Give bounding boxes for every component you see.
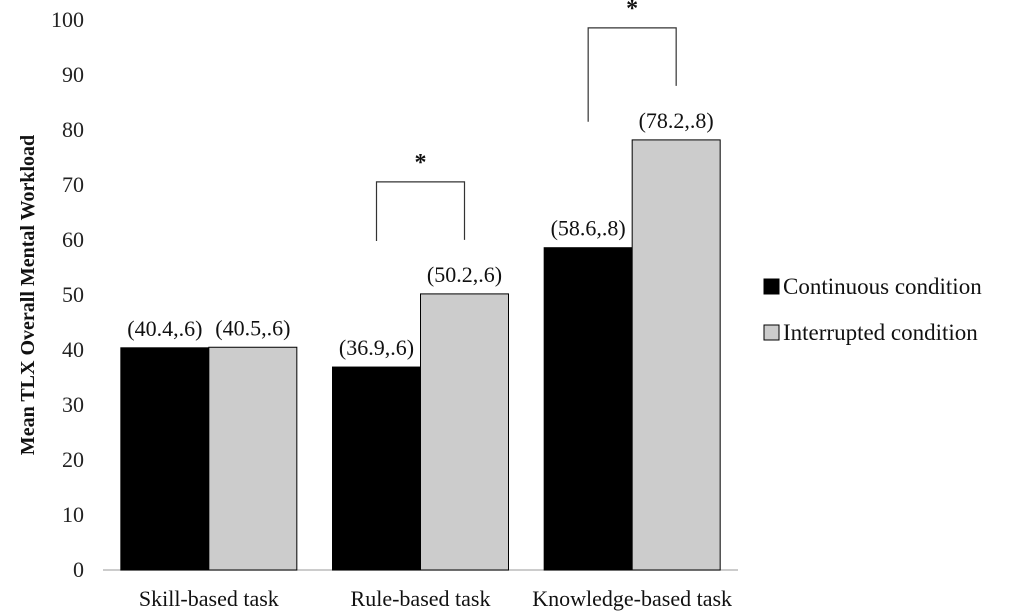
y-tick-label: 40	[62, 337, 84, 362]
bar-interrupted	[631, 139, 721, 571]
bar-continuous	[332, 366, 421, 571]
legend-swatch	[763, 324, 780, 341]
x-tick-label: Skill-based task	[139, 586, 279, 611]
legend-swatch	[763, 278, 780, 295]
data-label: (40.5,.6)	[215, 315, 290, 340]
significance-bracket	[375, 181, 466, 242]
y-tick-label: 100	[51, 7, 84, 32]
legend-label: Interrupted condition	[783, 320, 978, 345]
y-tick-label: 30	[62, 392, 84, 417]
y-tick-label: 0	[73, 557, 84, 582]
y-tick-label: 90	[62, 62, 84, 87]
data-label: (58.6,.8)	[551, 216, 626, 241]
data-label: (36.9,.6)	[339, 335, 414, 360]
significance-marker: *	[415, 150, 427, 176]
y-axis-title: Mean TLX Overall Mental Workload	[17, 135, 39, 455]
x-tick-label: Rule-based task	[351, 586, 491, 611]
data-label: (50.2,.6)	[427, 262, 502, 287]
bar-continuous	[543, 247, 633, 571]
y-tick-label: 10	[62, 502, 84, 527]
y-tick-label: 60	[62, 227, 84, 252]
y-tick-label: 50	[62, 282, 84, 307]
data-label: (78.2,.8)	[639, 108, 714, 133]
legend-label: Continuous condition	[783, 274, 982, 299]
significance-marker: *	[626, 0, 638, 22]
y-tick-label: 20	[62, 447, 84, 472]
x-tick-label: Knowledge-based task	[532, 586, 732, 611]
bar-continuous	[120, 347, 210, 571]
y-tick-label: 70	[62, 172, 84, 197]
bar-interrupted	[208, 346, 298, 571]
bar-interrupted	[420, 293, 509, 571]
data-label: (40.4,.6)	[127, 316, 202, 341]
significance-bracket	[587, 27, 677, 122]
y-tick-label: 80	[62, 117, 84, 142]
